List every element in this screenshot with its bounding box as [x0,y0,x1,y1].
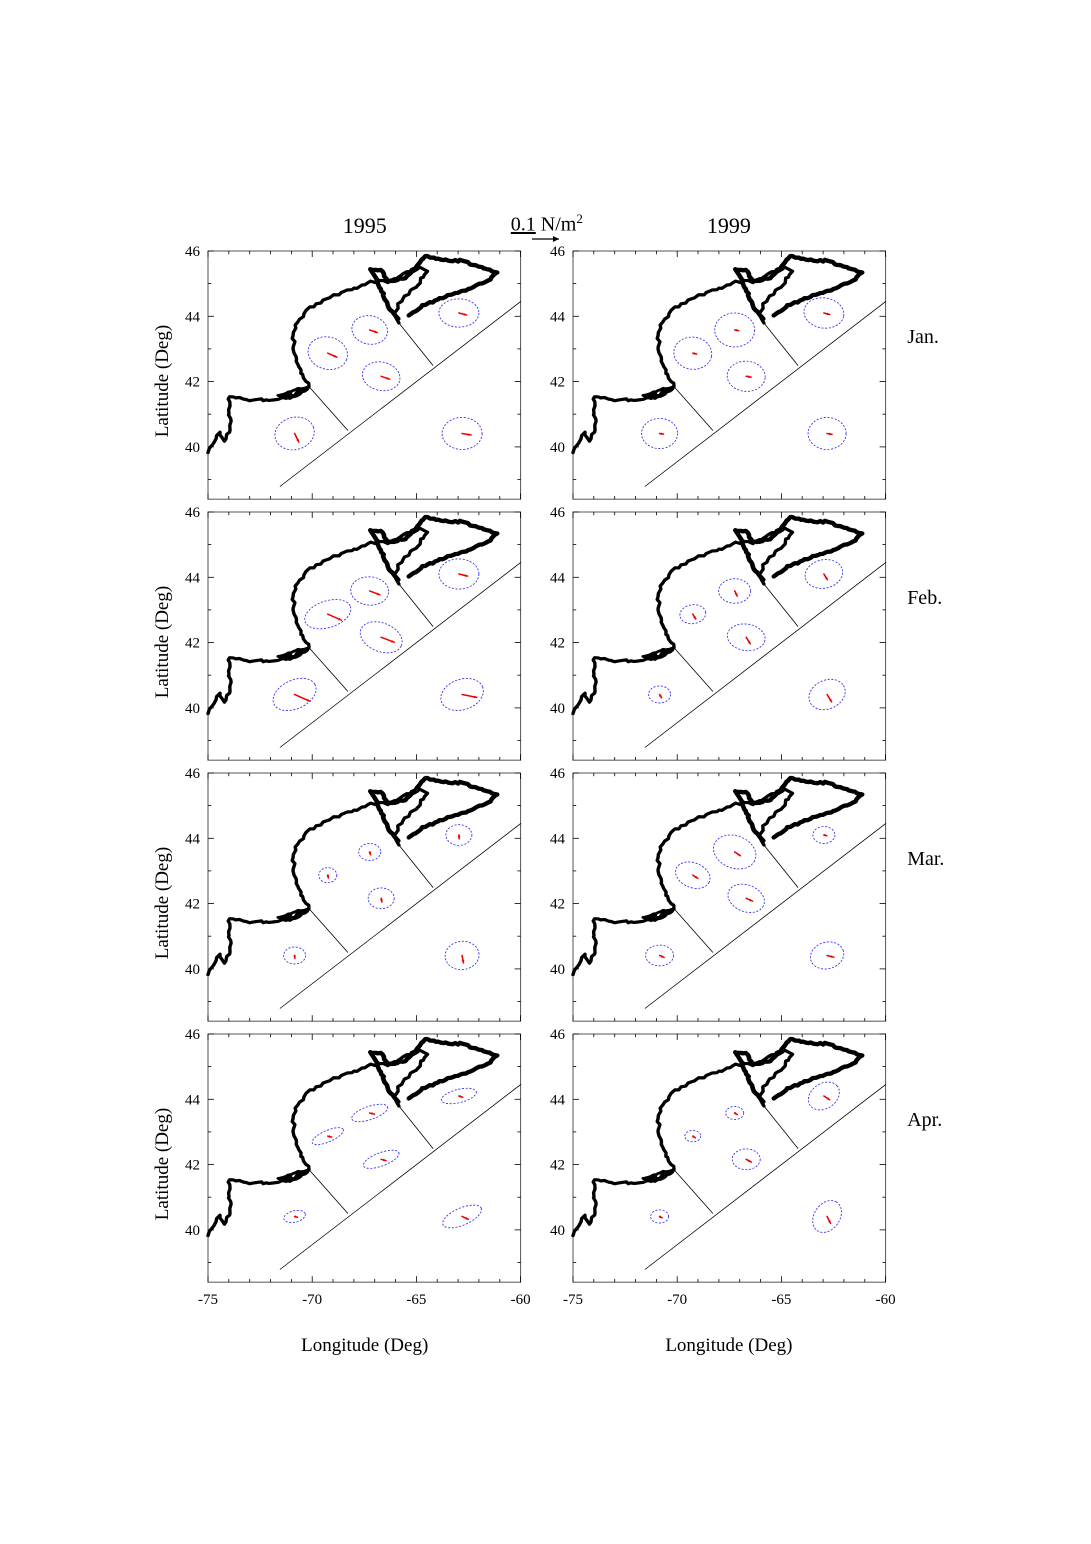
svg-text:40: 40 [185,962,200,978]
svg-text:42: 42 [550,375,565,391]
svg-text:42: 42 [550,896,565,912]
svg-text:42: 42 [550,1157,565,1173]
svg-text:46: 46 [185,244,200,260]
svg-text:40: 40 [550,1223,565,1239]
svg-text:40: 40 [550,962,565,978]
svg-text:46: 46 [185,766,200,782]
svg-text:-60: -60 [875,1292,895,1308]
svg-text:-60: -60 [511,1292,531,1308]
svg-text:46: 46 [550,1027,565,1043]
svg-text:40: 40 [185,1223,200,1239]
svg-text:46: 46 [185,1027,200,1043]
svg-text:46: 46 [185,505,200,521]
svg-text:-70: -70 [667,1292,687,1308]
svg-text:-75: -75 [198,1292,218,1308]
svg-text:46: 46 [550,766,565,782]
svg-text:44: 44 [550,309,565,325]
svg-text:-65: -65 [771,1292,791,1308]
svg-text:-70: -70 [303,1292,323,1308]
svg-text:40: 40 [550,440,565,456]
svg-text:44: 44 [185,309,200,325]
svg-text:42: 42 [185,375,200,391]
svg-text:44: 44 [185,1092,200,1108]
svg-text:46: 46 [550,244,565,260]
svg-text:42: 42 [185,1157,200,1173]
svg-text:42: 42 [550,635,565,651]
svg-text:40: 40 [185,440,200,456]
svg-text:44: 44 [185,570,200,586]
svg-text:46: 46 [550,505,565,521]
svg-text:-75: -75 [563,1292,583,1308]
svg-text:-65: -65 [407,1292,427,1308]
svg-text:44: 44 [550,831,565,847]
svg-text:40: 40 [550,701,565,717]
svg-text:44: 44 [185,831,200,847]
svg-text:42: 42 [185,635,200,651]
svg-text:40: 40 [185,701,200,717]
svg-text:44: 44 [550,1092,565,1108]
svg-text:42: 42 [185,896,200,912]
svg-text:44: 44 [550,570,565,586]
